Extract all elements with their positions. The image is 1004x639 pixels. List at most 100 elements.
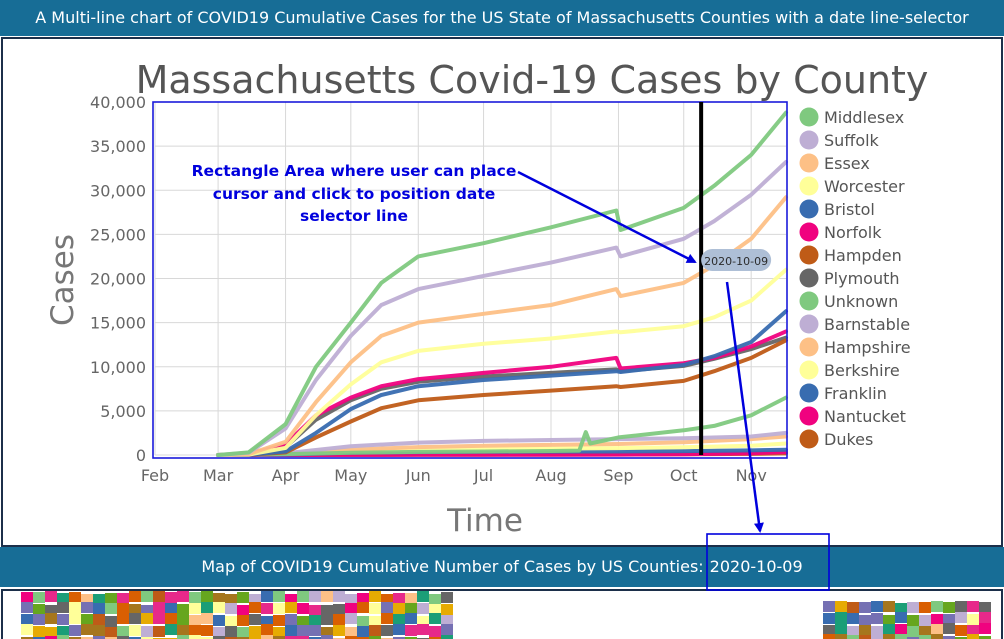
map-county	[177, 635, 189, 639]
page-title: A Multi-line chart of COVID19 Cumulative…	[35, 8, 969, 27]
map-county	[895, 603, 907, 614]
map-county	[405, 613, 417, 624]
map-county	[213, 593, 225, 604]
map-county	[177, 591, 189, 602]
map-county	[225, 626, 237, 637]
y-tick-label: 0	[136, 446, 146, 465]
map-county	[33, 592, 45, 603]
map-county	[117, 613, 129, 624]
map-county	[93, 625, 105, 636]
map-county	[847, 635, 859, 639]
map-county	[45, 591, 57, 602]
map-county	[333, 604, 345, 615]
series-line-unknown	[216, 395, 788, 457]
map-county	[117, 593, 129, 604]
legend-swatch	[799, 222, 819, 242]
map-county	[81, 602, 93, 613]
map-county	[357, 593, 369, 604]
map-county	[237, 627, 249, 638]
map-county	[943, 614, 955, 625]
map-county	[141, 591, 153, 602]
map-county	[835, 623, 847, 634]
legend-label: Bristol	[824, 200, 875, 219]
map-county	[201, 602, 213, 613]
map-county	[931, 624, 943, 635]
map-county	[57, 614, 69, 625]
map-county	[189, 615, 201, 626]
date-selector-area[interactable]	[152, 101, 788, 459]
map-county	[369, 616, 381, 627]
map-county	[345, 603, 357, 614]
map-county	[105, 616, 117, 627]
map-county	[141, 613, 153, 624]
map-county	[847, 602, 859, 613]
map-county	[871, 626, 883, 637]
map-county	[405, 625, 417, 636]
map-county	[117, 626, 129, 637]
map-county	[919, 615, 931, 626]
map-county	[883, 615, 895, 626]
map-county	[93, 614, 105, 625]
map-county	[261, 635, 273, 639]
map-county	[45, 613, 57, 624]
map-county	[93, 594, 105, 605]
legend-label: Dukes	[824, 430, 873, 449]
map-county	[967, 601, 979, 612]
map-county	[393, 593, 405, 604]
map-county	[153, 613, 165, 624]
map-county	[189, 603, 201, 614]
map-county	[273, 627, 285, 638]
map-county	[249, 602, 261, 613]
map-county	[153, 626, 165, 637]
map-county	[81, 614, 93, 625]
map-county	[273, 591, 285, 602]
map-county	[823, 601, 835, 612]
map-county	[919, 602, 931, 613]
map-county	[165, 613, 177, 624]
x-tick-label: Jun	[405, 466, 431, 485]
map-county	[45, 627, 57, 638]
map-county	[943, 623, 955, 634]
map-county	[405, 593, 417, 604]
annotation-line-3: selector line	[300, 207, 408, 225]
map-county	[955, 612, 967, 623]
map-county	[931, 601, 943, 612]
date-selector-badge	[701, 249, 772, 271]
map-county	[405, 603, 417, 614]
map-county	[943, 602, 955, 613]
legend-label: Hampshire	[824, 338, 911, 357]
map-county	[129, 625, 141, 636]
map-county	[955, 601, 967, 612]
map-title-banner: Map of COVID19 Cumulative Number of Case…	[0, 547, 1004, 587]
map-county	[105, 603, 117, 614]
map-county	[429, 604, 441, 615]
map-county	[859, 625, 871, 636]
x-tick-label: Mar	[203, 466, 234, 485]
legend-label: Essex	[824, 154, 870, 173]
map-county	[907, 615, 919, 626]
map-county	[441, 624, 453, 635]
county-map[interactable]	[1, 589, 1003, 639]
map-county	[93, 603, 105, 614]
map-county	[237, 615, 249, 626]
map-county	[871, 613, 883, 624]
map-county	[931, 614, 943, 625]
map-county	[33, 604, 45, 615]
page-title-banner: A Multi-line chart of COVID19 Cumulative…	[0, 0, 1004, 36]
map-county	[309, 615, 321, 626]
date-selector[interactable]: 2020-10-09	[699, 102, 772, 455]
legend-swatch	[799, 360, 819, 380]
y-tick-label: 35,000	[90, 137, 146, 156]
map-county	[273, 603, 285, 614]
map-county	[45, 605, 57, 616]
map-county	[285, 625, 297, 636]
map-county	[345, 613, 357, 624]
map-county	[237, 605, 249, 616]
map-county	[57, 602, 69, 613]
legend-label: Berkshire	[824, 361, 900, 380]
map-county	[69, 602, 81, 613]
date-selector-label: 2020-10-09	[704, 255, 768, 268]
map-county	[201, 625, 213, 636]
map-county	[129, 604, 141, 615]
map-county	[321, 614, 333, 625]
